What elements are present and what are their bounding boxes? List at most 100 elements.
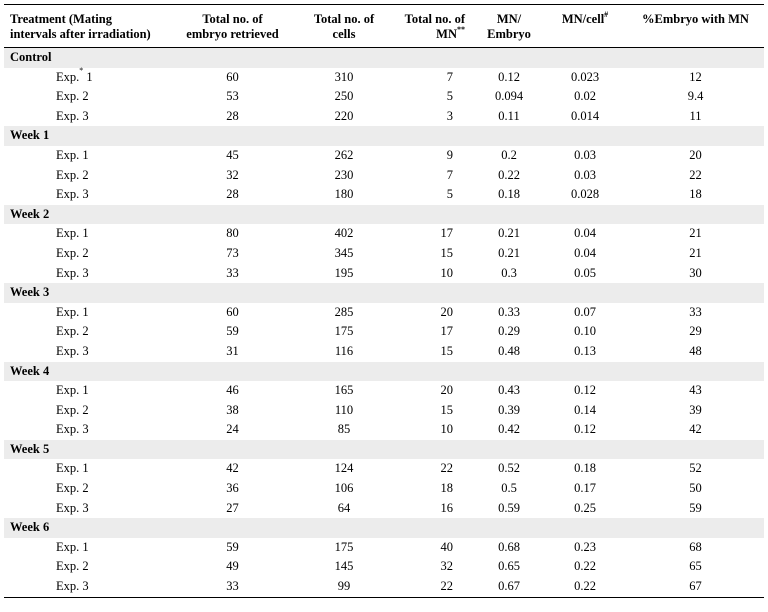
experiment-label: Exp. 3 bbox=[4, 264, 170, 284]
cell-embryo-retrieved: 28 bbox=[226, 108, 239, 123]
cell-mn-per-embryo: 0.52 bbox=[498, 461, 520, 476]
cell-mn-per-embryo: 0.39 bbox=[498, 402, 520, 417]
cell-mn-per-embryo: 0.43 bbox=[498, 383, 520, 398]
cell-mn-per-embryo: 0.59 bbox=[498, 500, 520, 515]
group-row: Week 3 bbox=[4, 283, 764, 303]
exp-number: 3 bbox=[82, 343, 89, 358]
cell-total-mn: 17 bbox=[440, 226, 454, 241]
experiment-label: Exp. 2 bbox=[4, 166, 170, 186]
cell-embryo-retrieved: 73 bbox=[226, 245, 239, 260]
exp-prefix: Exp. bbox=[56, 579, 80, 594]
cell-total-cells: 262 bbox=[334, 147, 354, 162]
experiment-label: Exp. 3 bbox=[4, 342, 170, 362]
cell-percent-with-mn: 30 bbox=[689, 265, 702, 280]
cell-percent-with-mn: 39 bbox=[689, 402, 702, 417]
cell-percent-with-mn: 67 bbox=[627, 577, 764, 598]
cell-percent-with-mn: 48 bbox=[689, 343, 702, 358]
cell-total-mn: 10 bbox=[440, 265, 454, 280]
cell-mn-per-embryo: 0.21 bbox=[498, 226, 520, 241]
cell-mn-per-embryo: 0.33 bbox=[498, 304, 520, 319]
cell-total-cells: 106 bbox=[334, 481, 354, 496]
cell-total-cells: 124 bbox=[334, 461, 354, 476]
cell-total-cells: 175 bbox=[334, 539, 354, 554]
header-treatment: Treatment (Mating intervals after irradi… bbox=[4, 4, 170, 48]
cell-percent-with-mn: 18 bbox=[689, 187, 702, 202]
cell-embryo-retrieved: 49 bbox=[226, 559, 239, 574]
table-row: Exp. 3 33 195 10 0.3 0.05 30 bbox=[4, 264, 764, 284]
cell-total-cells: 402 bbox=[334, 226, 354, 241]
exp-number: 1 bbox=[82, 304, 89, 319]
cell-percent-with-mn: 9.4 bbox=[687, 89, 704, 104]
cell-total-cells: 64 bbox=[337, 500, 351, 515]
cell-embryo-retrieved: 38 bbox=[226, 402, 239, 417]
table-row: Exp. 1 80 402 17 0.21 0.04 21 bbox=[4, 224, 764, 244]
cell-total-cells: 165 bbox=[334, 383, 354, 398]
cell-mn-per-embryo: 0.68 bbox=[498, 539, 520, 554]
cell-percent-with-mn: 59 bbox=[689, 500, 702, 515]
experiment-label: Exp. 2 bbox=[4, 322, 170, 342]
cell-mn-per-cell: 0.07 bbox=[574, 304, 596, 319]
exp-prefix: Exp. bbox=[56, 108, 80, 123]
exp-number: 2 bbox=[82, 89, 89, 104]
group-row: Week 6 bbox=[4, 518, 764, 538]
experiment-label: Exp. 2 bbox=[4, 479, 170, 499]
cell-mn-per-cell: 0.14 bbox=[574, 402, 596, 417]
cell-percent-with-mn: 42 bbox=[689, 422, 702, 437]
exp-prefix: Exp. bbox=[56, 383, 80, 398]
exp-prefix: Exp. bbox=[56, 245, 80, 260]
exp-prefix: Exp. bbox=[56, 167, 80, 182]
cell-embryo-retrieved: 33 bbox=[170, 577, 295, 598]
cell-total-mn: 7 bbox=[446, 69, 453, 84]
micronucleus-table: Treatment (Mating intervals after irradi… bbox=[4, 4, 764, 598]
cell-mn-per-cell: 0.014 bbox=[570, 108, 600, 123]
cell-mn-per-cell: 0.12 bbox=[574, 383, 596, 398]
cell-mn-per-embryo: 0.42 bbox=[498, 422, 520, 437]
cell-total-mn: 5 bbox=[446, 89, 453, 104]
cell-percent-with-mn: 21 bbox=[689, 226, 702, 241]
cell-total-cells: 220 bbox=[334, 108, 354, 123]
cell-percent-with-mn: 22 bbox=[689, 167, 702, 182]
table-body: Control Exp.* 1 60 310 7 0.12 0.023 12 Exp. 2 53 2… bbox=[4, 47, 764, 598]
cell-embryo-retrieved: 53 bbox=[226, 89, 239, 104]
cell-embryo-retrieved: 60 bbox=[226, 304, 239, 319]
experiment-label: Exp. 2 bbox=[4, 401, 170, 421]
cell-embryo-retrieved: 80 bbox=[226, 226, 239, 241]
cell-mn-per-embryo: 0.48 bbox=[498, 343, 520, 358]
cell-total-cells: 180 bbox=[334, 187, 354, 202]
cell-total-mn: 20 bbox=[440, 383, 454, 398]
cell-mn-per-embryo: 0.22 bbox=[498, 167, 520, 182]
cell-embryo-retrieved: 42 bbox=[226, 461, 239, 476]
cell-total-cells: 116 bbox=[334, 343, 354, 358]
header-percent-embryo-with-mn: %Embryo with MN bbox=[627, 4, 764, 48]
cell-total-mn: 10 bbox=[440, 422, 454, 437]
cell-percent-with-mn: 20 bbox=[689, 147, 702, 162]
exp-number: 1 bbox=[82, 383, 89, 398]
cell-total-mn: 7 bbox=[446, 167, 453, 182]
cell-percent-with-mn: 12 bbox=[689, 69, 702, 84]
exp-prefix: Exp. bbox=[56, 304, 80, 319]
header-mn-per-embryo: MN/ Embryo bbox=[475, 4, 543, 48]
cell-percent-with-mn: 21 bbox=[689, 245, 702, 260]
experiment-label: Exp. 2 bbox=[4, 87, 170, 107]
cell-total-cells: 145 bbox=[334, 559, 354, 574]
group-label: Control bbox=[4, 47, 764, 68]
cell-total-mn: 22 bbox=[393, 577, 475, 598]
cell-total-cells: 175 bbox=[334, 324, 354, 339]
cell-mn-per-cell: 0.12 bbox=[574, 422, 596, 437]
group-label: Week 3 bbox=[4, 283, 764, 303]
cell-mn-per-embryo: 0.094 bbox=[494, 89, 524, 104]
exp-number: 3 bbox=[82, 579, 89, 594]
exp-prefix: Exp. bbox=[56, 226, 80, 241]
cell-embryo-retrieved: 32 bbox=[226, 167, 239, 182]
cell-mn-per-cell: 0.03 bbox=[574, 167, 596, 182]
cell-mn-per-cell: 0.10 bbox=[574, 324, 596, 339]
cell-total-mn: 15 bbox=[440, 402, 454, 417]
exp-number: 3 bbox=[82, 108, 89, 123]
exp-number: 2 bbox=[82, 167, 89, 182]
exp-number: 1 bbox=[82, 226, 89, 241]
exp-prefix: Exp. bbox=[56, 89, 80, 104]
table-row: Exp. 2 32 230 7 0.22 0.03 22 bbox=[4, 166, 764, 186]
exp-prefix: Exp. bbox=[56, 265, 80, 280]
exp-prefix: Exp. bbox=[56, 422, 80, 437]
exp-number: 1 bbox=[82, 461, 89, 476]
